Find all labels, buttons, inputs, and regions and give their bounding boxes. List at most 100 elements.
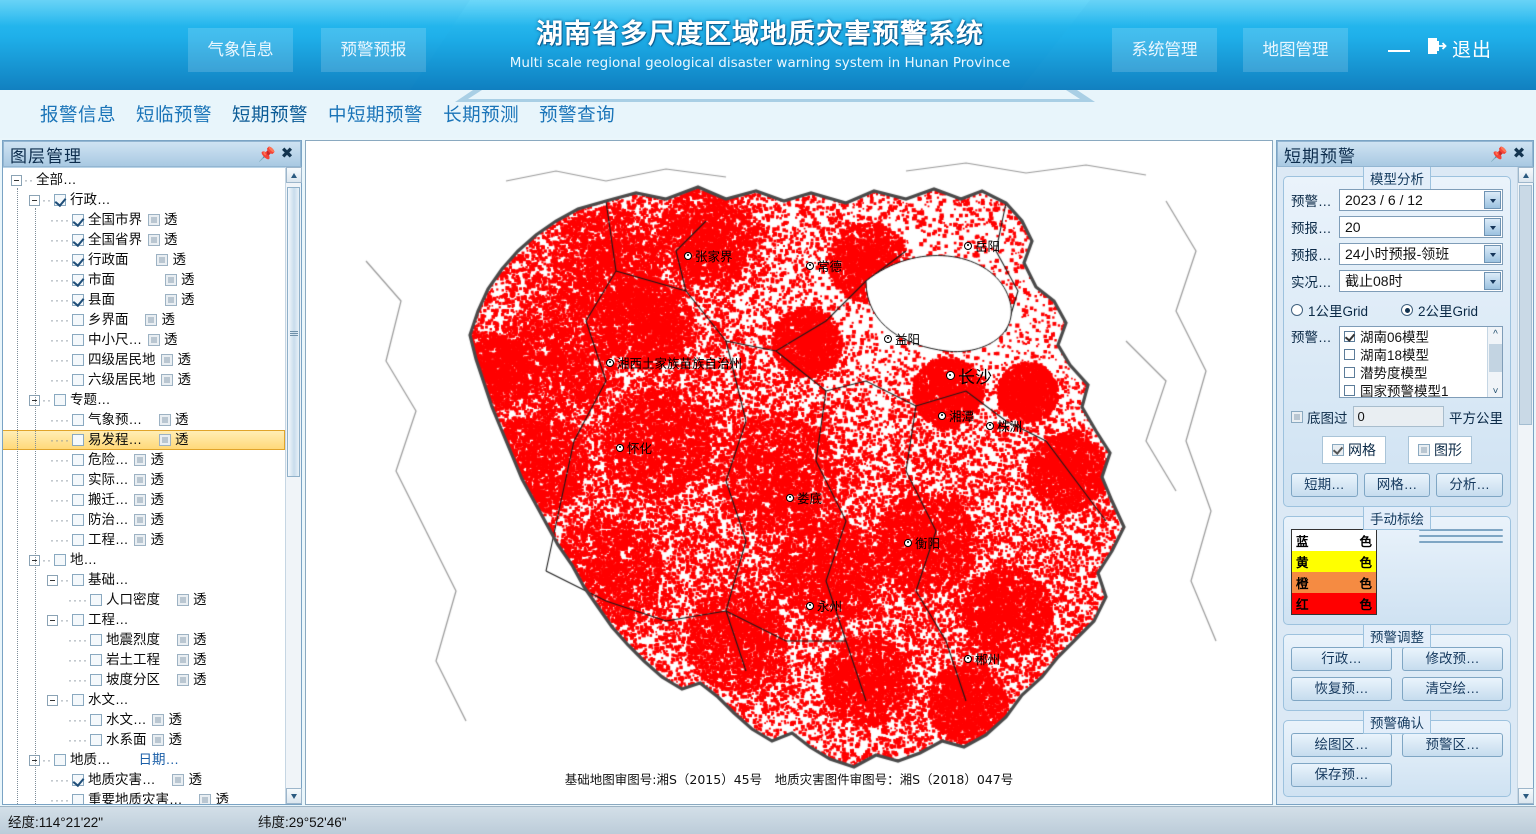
opacity-checkbox[interactable] [199,794,212,804]
layer-visibility-checkbox[interactable] [71,214,84,226]
layer-visibility-checkbox[interactable] [89,674,102,686]
tree-row[interactable]: ···· 行政面 透 [3,250,285,270]
tree-row[interactable]: ···· 水文… 透 [3,710,285,730]
tree-date-link[interactable]: 日期… [138,752,180,767]
layer-opacity-control[interactable]: 透 [176,590,206,610]
opacity-checkbox[interactable] [152,734,165,746]
tree-row[interactable]: ···· 易发程… 透 [3,430,285,450]
right-scroll-up-icon[interactable] [1518,167,1534,183]
opacity-checkbox[interactable] [164,274,177,286]
layer-tree-scroll-area[interactable]: ·· 全部… ·· 行政… ···· 全国市界透 ···· 全国省界透 ···· 行政面透 ····… [3,167,301,804]
field-select[interactable]: 20 [1339,216,1503,238]
layer-visibility-checkbox[interactable] [54,554,66,566]
layer-opacity-control[interactable]: 透 [134,490,164,510]
nav-weather-info[interactable]: 气象信息 [188,28,293,72]
basemap-filter-checkbox[interactable]: 底图过 [1291,407,1348,427]
tree-row[interactable]: ···· 市面 透 [3,270,285,290]
nav-warning-forecast[interactable]: 预警预报 [321,28,426,72]
tree-row[interactable]: ···· 中小尺… 透 [3,330,285,350]
layer-visibility-checkbox[interactable] [89,734,102,746]
tree-row[interactable]: ···· 岩土工程 透 [3,650,285,670]
field-select[interactable]: 24小时预报-领班 [1339,243,1503,265]
layer-visibility-checkbox[interactable] [71,454,84,466]
tree-row[interactable]: ·· 地质… 日期… [3,750,285,770]
layer-visibility-checkbox[interactable] [71,234,84,246]
exit-button[interactable]: 退出 [1425,28,1492,68]
close-icon[interactable]: ✖ [280,145,294,162]
warning-confirm-button-1[interactable]: 预警区… [1402,733,1503,757]
layer-opacity-control[interactable]: 透 [152,710,182,730]
layer-opacity-control[interactable]: 透 [164,270,194,290]
tab-0[interactable]: 报警信息 [40,104,117,125]
tree-expander-icon[interactable] [29,194,40,206]
opacity-checkbox[interactable] [134,454,147,466]
tree-row[interactable]: ·· 全部… [3,170,285,190]
layer-visibility-checkbox[interactable] [71,794,84,804]
layer-visibility-checkbox[interactable] [71,434,84,446]
tree-row[interactable]: ·· 行政… [3,190,285,210]
tree-row[interactable]: ···· 水系面 透 [3,730,285,750]
layer-visibility-checkbox[interactable] [71,254,84,266]
opacity-checkbox[interactable] [147,234,160,246]
nav-map-management[interactable]: 地图管理 [1243,28,1348,72]
tree-row[interactable]: ···· 危险… 透 [3,450,285,470]
tree-row[interactable]: ···· 重要地质灾害… 透 [3,790,285,804]
layer-visibility-checkbox[interactable] [71,314,84,326]
layer-opacity-control[interactable]: 透 [145,310,175,330]
model-scrollbar-thumb[interactable] [1489,344,1502,372]
model-scroll-down-icon[interactable]: ˅ [1492,386,1499,397]
chevron-down-icon[interactable] [1484,272,1501,290]
pin-icon-right[interactable]: 📌 [1490,146,1508,162]
layer-visibility-checkbox[interactable] [72,574,84,586]
layer-visibility-checkbox[interactable] [54,394,66,406]
tree-expander-icon[interactable] [11,174,22,186]
model-list-item[interactable]: 潜势度模型 [1340,363,1502,381]
warning-adjust-button-2[interactable]: 恢复预… [1291,677,1392,701]
layer-opacity-control[interactable]: 透 [161,350,191,370]
layer-opacity-control[interactable]: 透 [134,470,164,490]
layer-opacity-control[interactable]: 透 [147,210,177,230]
opacity-checkbox[interactable] [134,474,147,486]
opacity-checkbox[interactable] [158,434,171,446]
layer-opacity-control[interactable]: 透 [199,790,229,804]
legend-color-row-1[interactable]: 黄色 [1292,551,1376,572]
model-checkbox[interactable] [1344,348,1355,360]
tree-expander-icon[interactable] [29,554,40,566]
opacity-checkbox[interactable] [176,594,189,606]
opacity-checkbox[interactable] [176,674,189,686]
field-select[interactable]: 截止08时 [1339,270,1503,292]
opacity-checkbox[interactable] [145,314,158,326]
opacity-checkbox[interactable] [147,214,160,226]
layer-opacity-control[interactable]: 透 [134,510,164,530]
map-canvas[interactable] [306,141,1272,804]
grid-radio-0[interactable]: 1公里Grid [1291,300,1393,320]
opacity-checkbox[interactable] [134,514,147,526]
scrollbar-thumb[interactable] [287,187,300,477]
opacity-checkbox[interactable] [134,494,147,506]
opacity-checkbox[interactable] [134,534,147,546]
opacity-checkbox[interactable] [172,774,185,786]
tree-row[interactable]: ···· 全国市界 透 [3,210,285,230]
tree-row[interactable]: ···· 人口密度 透 [3,590,285,610]
tree-row[interactable]: ···· 四级居民地 透 [3,350,285,370]
tree-row[interactable]: ·· 基础… [3,570,285,590]
layer-opacity-control[interactable]: 透 [134,530,164,550]
tab-4[interactable]: 长期预测 [443,104,520,125]
layer-visibility-checkbox[interactable] [71,354,84,366]
layer-opacity-control[interactable]: 透 [161,370,191,390]
pin-icon[interactable]: 📌 [258,146,276,162]
tab-3[interactable]: 中短期预警 [328,104,424,125]
right-scroll-down-icon[interactable] [1518,788,1534,804]
layer-opacity-control[interactable]: 透 [158,430,188,450]
tree-row[interactable]: ···· 搬迁… 透 [3,490,285,510]
view-mode-check-1[interactable]: 图形 [1408,436,1472,464]
tree-row[interactable]: ···· 六级居民地 透 [3,370,285,390]
opacity-checkbox[interactable] [158,414,171,426]
layer-visibility-checkbox[interactable] [71,514,84,526]
layer-visibility-checkbox[interactable] [72,694,84,706]
right-scrollbar-thumb[interactable] [1519,185,1532,425]
layer-visibility-checkbox[interactable] [72,614,84,626]
manual-draw-button-2[interactable]: 拓扑… [1419,541,1503,543]
minimize-button[interactable] [1385,30,1415,68]
layer-visibility-checkbox[interactable] [71,274,84,286]
